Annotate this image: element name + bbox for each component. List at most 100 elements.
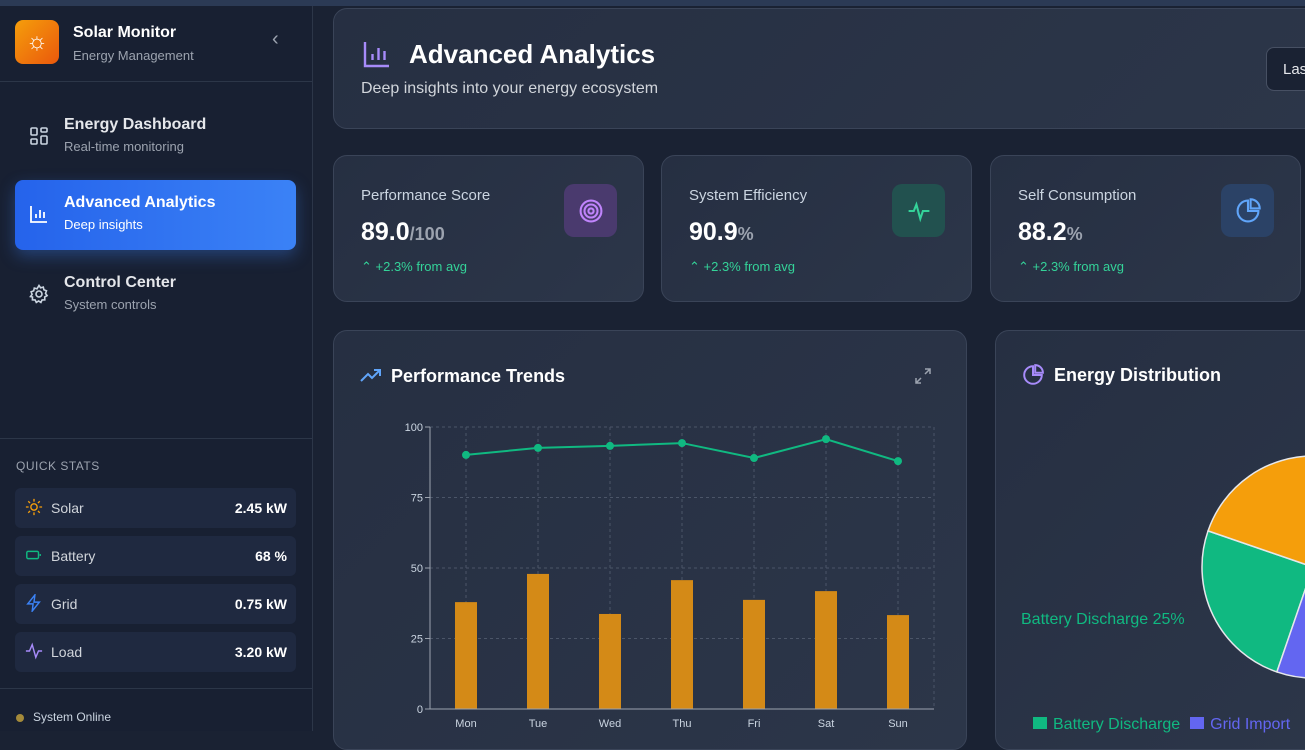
stat-value: 88.2% bbox=[1018, 218, 1083, 247]
sun-icon: ☼ bbox=[15, 20, 59, 64]
brand-title: Solar Monitor bbox=[73, 24, 177, 41]
pie-slice bbox=[1207, 455, 1305, 566]
quick-stat-value: 0.75 kW bbox=[234, 596, 287, 612]
quick-stat-label: Battery bbox=[51, 548, 96, 564]
stat-unit: /100 bbox=[409, 224, 445, 244]
quick-stat-label: Load bbox=[51, 644, 83, 660]
pie-icon bbox=[1023, 364, 1044, 385]
quick-stats: QUICK STATS Solar 2.45 kW Battery 68 % G… bbox=[0, 438, 313, 672]
status-text: System Online bbox=[33, 710, 112, 724]
nav-control-center[interactable]: Control Center System controls bbox=[15, 260, 296, 330]
stat-number: 90.9 bbox=[689, 218, 738, 246]
status-dot bbox=[16, 714, 24, 722]
legend-item[interactable]: Grid Import bbox=[1190, 716, 1290, 733]
stat-trend: ⌃ +2.3% from avg bbox=[1018, 259, 1124, 275]
bar bbox=[815, 591, 837, 709]
lightning-icon bbox=[26, 594, 41, 612]
data-point bbox=[750, 454, 758, 463]
quick-stat-grid: Grid 0.75 kW bbox=[15, 584, 296, 624]
trend-text: +2.3% from avg bbox=[375, 259, 467, 274]
pie-slice bbox=[1275, 587, 1305, 679]
y-tick-label: 25 bbox=[411, 634, 423, 646]
stat-trend: ⌃ +2.3% from avg bbox=[689, 259, 795, 275]
x-tick-label: Sun bbox=[888, 718, 908, 730]
stat-unit: % bbox=[1066, 224, 1083, 244]
trend-text: +2.3% from avg bbox=[1032, 259, 1124, 274]
nav-energy-dashboard[interactable]: Energy Dashboard Real-time monitoring bbox=[15, 102, 296, 172]
system-status: System Online bbox=[0, 688, 313, 731]
stat-card-self-consumption: Self Consumption 88.2% ⌃ +2.3% from avg bbox=[990, 155, 1301, 302]
data-point bbox=[534, 443, 542, 452]
data-point bbox=[822, 435, 830, 444]
page-header: Advanced Analytics Deep insights into yo… bbox=[333, 8, 1305, 129]
activity-icon bbox=[25, 642, 43, 660]
x-tick-label: Wed bbox=[599, 718, 621, 730]
stat-trend: ⌃ +2.3% from avg bbox=[361, 259, 467, 275]
y-tick-label: 0 bbox=[417, 704, 423, 716]
battery-icon bbox=[26, 550, 42, 560]
bar-chart-icon bbox=[363, 42, 389, 68]
bar bbox=[743, 599, 765, 709]
trend-up-icon: ⌃ bbox=[1018, 259, 1033, 274]
performance-trends-chart: 0 25 50 75 100 Mon Tue Wed Thu Fri Sat Sun bbox=[405, 422, 935, 730]
sun-icon bbox=[25, 498, 43, 516]
quick-stats-title: QUICK STATS bbox=[16, 459, 100, 473]
y-tick-label: 75 bbox=[411, 493, 423, 505]
stat-number: 88.2 bbox=[1018, 218, 1067, 246]
performance-trends-card: Performance Trends bbox=[333, 330, 967, 750]
bar-chart-icon bbox=[30, 206, 47, 223]
legend-swatch bbox=[1033, 717, 1047, 729]
pie-icon bbox=[1221, 184, 1274, 237]
collapse-sidebar-chevron-icon[interactable]: ‹ bbox=[272, 28, 279, 50]
legend-label: Grid Import bbox=[1210, 716, 1291, 733]
quick-stat-battery: Battery 68 % bbox=[15, 536, 296, 576]
nav-label: Control Center bbox=[64, 274, 176, 291]
nav-advanced-analytics[interactable]: Advanced Analytics Deep insights bbox=[15, 180, 296, 250]
quick-stat-value: 2.45 kW bbox=[234, 500, 287, 516]
nav-sublabel: Real-time monitoring bbox=[64, 139, 184, 154]
pie-data-label: Battery Discharge 25% bbox=[1021, 611, 1185, 628]
stat-value: 89.0/100 bbox=[361, 218, 445, 247]
quick-stat-value: 68 % bbox=[255, 548, 287, 564]
x-tick-label: Tue bbox=[529, 718, 548, 730]
nav-sublabel: System controls bbox=[64, 297, 157, 312]
top-bar bbox=[0, 0, 1305, 6]
grid-icon bbox=[30, 127, 48, 145]
bar bbox=[671, 580, 693, 709]
trend-up-icon: ⌃ bbox=[689, 259, 704, 274]
legend-item[interactable]: Battery Discharge bbox=[1033, 716, 1180, 733]
x-tick-label: Mon bbox=[455, 718, 476, 730]
data-point bbox=[894, 457, 902, 466]
page-title: Advanced Analytics bbox=[409, 39, 656, 69]
stat-number: 89.0 bbox=[361, 218, 410, 246]
page-subtitle: Deep insights into your energy ecosystem bbox=[361, 80, 659, 97]
quick-stat-label: Solar bbox=[51, 500, 84, 516]
activity-icon bbox=[892, 184, 945, 237]
quick-stat-value: 3.20 kW bbox=[234, 644, 287, 660]
bar bbox=[887, 615, 909, 709]
bar bbox=[599, 613, 621, 709]
stat-unit: % bbox=[737, 224, 754, 244]
nav-label: Energy Dashboard bbox=[64, 116, 207, 133]
x-tick-label: Thu bbox=[673, 718, 692, 730]
stat-label: System Efficiency bbox=[689, 187, 808, 204]
pie-slice bbox=[1201, 529, 1305, 673]
quick-stat-solar: Solar 2.45 kW bbox=[15, 488, 296, 528]
data-point bbox=[678, 439, 686, 448]
y-tick-label: 100 bbox=[405, 422, 423, 434]
data-point bbox=[606, 441, 614, 450]
y-tick-label: 50 bbox=[411, 563, 423, 575]
stat-label: Self Consumption bbox=[1018, 187, 1137, 204]
quick-stat-load: Load 3.20 kW bbox=[15, 632, 296, 672]
trend-text: +2.3% from avg bbox=[703, 259, 795, 274]
data-point bbox=[462, 450, 470, 459]
energy-distribution-pie bbox=[1201, 455, 1305, 679]
gear-icon bbox=[29, 284, 49, 304]
bar bbox=[527, 573, 549, 709]
quick-stat-label: Grid bbox=[51, 596, 78, 612]
time-range-button[interactable]: Las bbox=[1266, 47, 1305, 91]
trend-up-icon: ⌃ bbox=[361, 259, 376, 274]
target-icon bbox=[564, 184, 617, 237]
stat-card-performance: Performance Score 89.0/100 ⌃ +2.3% from … bbox=[333, 155, 644, 302]
expand-icon[interactable] bbox=[914, 367, 932, 385]
